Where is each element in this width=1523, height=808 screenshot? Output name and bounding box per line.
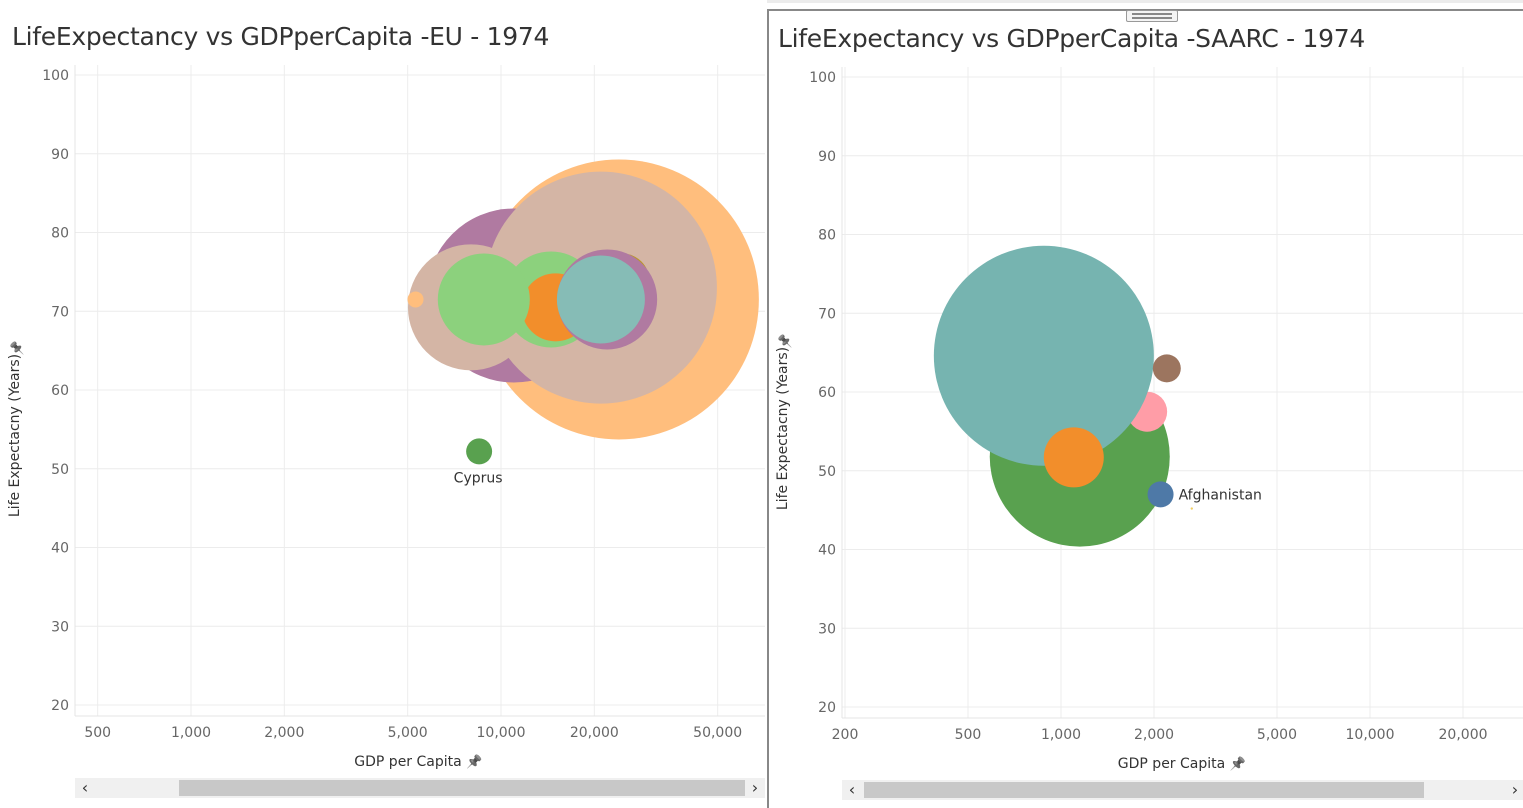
bubble-point[interactable] <box>466 438 493 465</box>
y-tick-label: 30 <box>51 619 69 635</box>
y-tick-label: 70 <box>818 306 836 322</box>
bubble-point[interactable] <box>407 291 424 308</box>
x-tick-label: 500 <box>84 725 111 741</box>
bubble-point[interactable] <box>437 253 530 346</box>
chart-title: LifeExpectancy vs GDPperCapita -EU - 197… <box>12 22 550 51</box>
scatter-chart-saarc[interactable]: 20 30 40 50 60 70 80 90 100 200 500 1,000 2,000 5,000… <box>769 11 1523 808</box>
bubble-point[interactable] <box>933 245 1154 466</box>
x-tick-label: 5,000 <box>1257 727 1297 743</box>
pin-icon[interactable]: 📌 <box>777 334 792 349</box>
y-tick-label: 100 <box>42 68 69 84</box>
bubble-point[interactable] <box>1147 481 1174 508</box>
pin-icon[interactable]: 📌 <box>1230 755 1246 772</box>
y-tick-label: 90 <box>51 147 69 163</box>
y-tick-label: 70 <box>51 304 69 320</box>
y-tick-label: 40 <box>818 543 836 559</box>
chart-panel-eu[interactable]: LifeExpectancy vs GDPperCapita -EU - 197… <box>0 0 767 806</box>
chart-panel-saarc[interactable]: LifeExpectancy vs GDPperCapita -SAARC - … <box>767 9 1523 808</box>
y-tick-label: 50 <box>51 462 69 478</box>
x-tick-label: 20,000 <box>570 725 619 741</box>
y-tick-label: 30 <box>818 621 836 637</box>
y-tick-label: 40 <box>51 541 69 557</box>
scroll-left-arrow-icon[interactable]: ‹ <box>81 778 89 797</box>
x-tick-label: 1,000 <box>171 725 211 741</box>
scroll-right-arrow-icon[interactable]: › <box>1511 780 1519 799</box>
y-tick-label: 90 <box>818 149 836 165</box>
y-axis-title[interactable]: Life Expectacny (Years) <box>7 354 23 517</box>
x-tick-label: 50,000 <box>693 725 742 741</box>
pin-icon[interactable]: 📌 <box>9 341 24 356</box>
scroll-thumb[interactable] <box>864 782 1424 798</box>
x-tick-label: 2,000 <box>264 725 304 741</box>
bubble-point[interactable] <box>1190 507 1193 510</box>
x-tick-label: 2,000 <box>1134 727 1174 743</box>
horizontal-scrollbar[interactable]: ‹ › <box>75 778 765 798</box>
y-tick-label: 100 <box>809 70 836 86</box>
x-tick-label: 5,000 <box>388 725 428 741</box>
y-tick-label: 80 <box>51 226 69 242</box>
bubble-point[interactable] <box>556 255 645 344</box>
x-tick-label: 20,000 <box>1439 727 1488 743</box>
scroll-right-arrow-icon[interactable]: › <box>751 778 759 797</box>
y-tick-label: 50 <box>818 464 836 480</box>
pin-icon[interactable]: 📌 <box>466 753 482 770</box>
point-label: Afghanistan <box>1179 487 1262 503</box>
x-tick-label: 10,000 <box>477 725 526 741</box>
scroll-left-arrow-icon[interactable]: ‹ <box>848 780 856 799</box>
marks <box>933 245 1193 547</box>
scatter-chart-eu[interactable]: 20 30 40 50 60 70 80 90 100 500 1,000 2,000 5,000 10,… <box>0 0 767 806</box>
x-tick-label: 10,000 <box>1346 727 1395 743</box>
scroll-thumb[interactable] <box>179 780 745 796</box>
y-tick-label: 20 <box>818 700 836 716</box>
y-tick-label: 60 <box>51 383 69 399</box>
y-axis-title[interactable]: Life Expectacny (Years) <box>775 347 791 510</box>
chart-title: LifeExpectancy vs GDPperCapita -SAARC - … <box>778 24 1365 53</box>
drag-handle-icon[interactable] <box>1126 10 1178 22</box>
x-axis-title[interactable]: GDP per Capita <box>354 754 461 770</box>
horizontal-scrollbar[interactable]: ‹ › <box>842 780 1523 800</box>
x-tick-label: 200 <box>832 727 859 743</box>
x-tick-label: 500 <box>955 727 982 743</box>
y-tick-label: 80 <box>818 228 836 244</box>
grid <box>842 67 1523 718</box>
bubble-point[interactable] <box>1043 427 1104 488</box>
marks <box>407 159 759 465</box>
point-label: Cyprus <box>454 470 503 486</box>
y-tick-label: 20 <box>51 698 69 714</box>
x-axis-title[interactable]: GDP per Capita <box>1118 756 1225 772</box>
y-tick-label: 60 <box>818 385 836 401</box>
x-tick-label: 1,000 <box>1041 727 1081 743</box>
bubble-point[interactable] <box>1152 354 1181 383</box>
